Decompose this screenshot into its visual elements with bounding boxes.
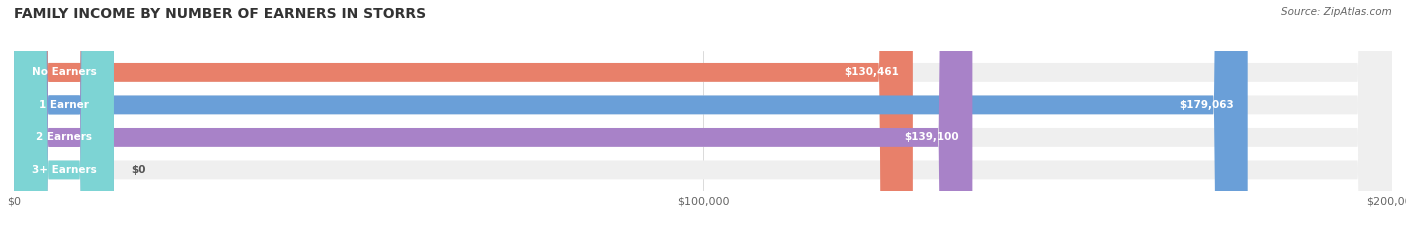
FancyBboxPatch shape <box>14 0 114 233</box>
Text: $130,461: $130,461 <box>844 67 898 77</box>
Text: FAMILY INCOME BY NUMBER OF EARNERS IN STORRS: FAMILY INCOME BY NUMBER OF EARNERS IN ST… <box>14 7 426 21</box>
FancyBboxPatch shape <box>14 0 1247 233</box>
Text: No Earners: No Earners <box>31 67 97 77</box>
FancyBboxPatch shape <box>14 0 912 233</box>
FancyBboxPatch shape <box>14 0 114 233</box>
FancyBboxPatch shape <box>14 0 1392 233</box>
Text: $179,063: $179,063 <box>1180 100 1234 110</box>
FancyBboxPatch shape <box>14 0 114 233</box>
FancyBboxPatch shape <box>14 0 1392 233</box>
Text: Source: ZipAtlas.com: Source: ZipAtlas.com <box>1281 7 1392 17</box>
Text: 2 Earners: 2 Earners <box>37 132 91 142</box>
Text: 3+ Earners: 3+ Earners <box>31 165 97 175</box>
Text: $0: $0 <box>131 165 146 175</box>
Text: $139,100: $139,100 <box>904 132 959 142</box>
FancyBboxPatch shape <box>14 0 1392 233</box>
FancyBboxPatch shape <box>14 0 114 233</box>
FancyBboxPatch shape <box>14 0 1392 233</box>
FancyBboxPatch shape <box>14 0 973 233</box>
Text: 1 Earner: 1 Earner <box>39 100 89 110</box>
